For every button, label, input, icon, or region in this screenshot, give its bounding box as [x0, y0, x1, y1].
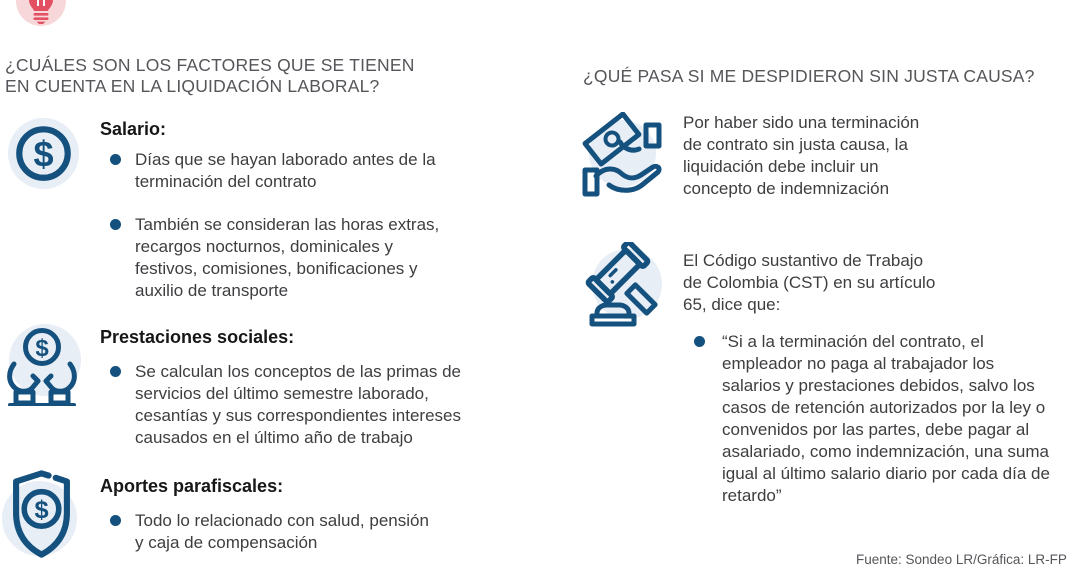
- bullet-dot-icon: [110, 366, 121, 377]
- salario-bullet-1: Días que se hayan laborado antes de la t…: [110, 149, 500, 193]
- gavel-icon: [585, 242, 658, 327]
- money-hand-icon: [582, 112, 662, 197]
- svg-text:$: $: [35, 335, 49, 362]
- section-heading-aportes: Aportes parafiscales:: [100, 476, 284, 496]
- left-question-title: ¿CUÁLES SON LOS FACTORES QUE SE TIENEN E…: [5, 55, 415, 96]
- prestaciones-bullet-1: Se calculan los conceptos de las primas …: [110, 361, 510, 449]
- bullet-dot-icon: [110, 515, 121, 526]
- cst-quote-text: “Si a la terminación del contrato, el em…: [722, 332, 1050, 505]
- salario-bullet-1-text: Días que se hayan laborado antes de la t…: [135, 150, 436, 191]
- prestaciones-bullet-1-text: Se calculan los conceptos de las primas …: [135, 362, 462, 447]
- bullet-dot-icon: [110, 219, 121, 230]
- lightbulb-icon: [29, 0, 53, 24]
- bullet-dot-icon: [110, 154, 121, 165]
- severance-text: Por haber sido una terminación de contra…: [683, 113, 920, 198]
- brand-logo-circle: [16, 0, 66, 26]
- salario-bullet-2-text: También se consideran las horas extras, …: [135, 215, 440, 300]
- benefits-icon-bg: [9, 324, 81, 396]
- aportes-bullet-1: Todo lo relacionado con salud, pensión y…: [110, 510, 510, 554]
- source-credit: Fuente: Sondeo LR/Gráfica: LR-FP: [856, 552, 1067, 567]
- section-heading-prestaciones: Prestaciones sociales:: [100, 327, 295, 347]
- right-question-title: ¿QUÉ PASA SI ME DESPIDIERON SIN JUSTA CA…: [583, 66, 1035, 86]
- bullet-dot-icon: [694, 336, 705, 347]
- svg-text:$: $: [33, 133, 53, 174]
- shield-dollar-icon: $: [13, 470, 70, 558]
- dollar-coin-icon: $: [16, 126, 71, 181]
- salario-bullet-2: También se consideran las horas extras, …: [110, 214, 500, 302]
- aportes-bullet-1-text: Todo lo relacionado con salud, pensión y…: [135, 511, 429, 552]
- cst-quote-bullet: “Si a la terminación del contrato, el em…: [694, 331, 1080, 507]
- law-text: El Código sustantivo de Trabajo de Colom…: [683, 251, 936, 314]
- svg-text:$: $: [34, 496, 48, 524]
- hands-coin-icon: $: [7, 328, 77, 406]
- section-heading-salario: Salario:: [100, 119, 167, 139]
